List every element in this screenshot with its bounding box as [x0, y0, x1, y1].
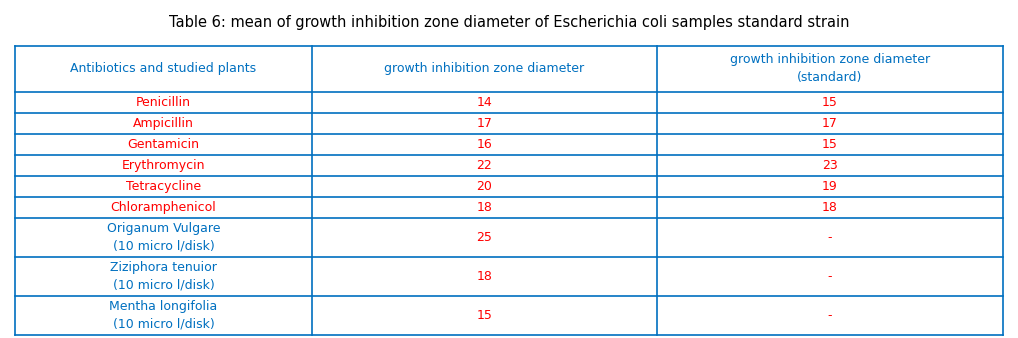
Text: 18: 18	[476, 201, 493, 214]
Text: Mentha longifolia
(10 micro l/disk): Mentha longifolia (10 micro l/disk)	[109, 300, 218, 331]
Text: Tetracycline: Tetracycline	[126, 180, 201, 193]
Text: 14: 14	[476, 96, 492, 109]
Text: 23: 23	[823, 159, 838, 172]
Text: 15: 15	[476, 309, 493, 322]
Text: 17: 17	[822, 117, 838, 130]
Text: 22: 22	[476, 159, 492, 172]
Text: 18: 18	[822, 201, 838, 214]
Text: Ziziphora tenuior
(10 micro l/disk): Ziziphora tenuior (10 micro l/disk)	[110, 261, 217, 292]
Text: Table 6: mean of growth inhibition zone diameter of Escherichia coli samples sta: Table 6: mean of growth inhibition zone …	[169, 15, 849, 30]
Text: growth inhibition zone diameter: growth inhibition zone diameter	[384, 62, 584, 75]
Text: 25: 25	[476, 231, 493, 244]
Text: Gentamicin: Gentamicin	[127, 138, 200, 151]
Text: 19: 19	[823, 180, 838, 193]
Text: 15: 15	[822, 138, 838, 151]
Text: 15: 15	[822, 96, 838, 109]
Text: Ampicillin: Ampicillin	[133, 117, 193, 130]
Text: Origanum Vulgare
(10 micro l/disk): Origanum Vulgare (10 micro l/disk)	[107, 222, 220, 253]
Text: growth inhibition zone diameter
(standard): growth inhibition zone diameter (standar…	[730, 53, 930, 84]
Text: -: -	[828, 270, 832, 283]
Text: 16: 16	[476, 138, 492, 151]
Text: 18: 18	[476, 270, 493, 283]
Text: Penicillin: Penicillin	[135, 96, 191, 109]
Text: 17: 17	[476, 117, 493, 130]
Text: Chloramphenicol: Chloramphenicol	[111, 201, 216, 214]
Text: Antibiotics and studied plants: Antibiotics and studied plants	[70, 62, 257, 75]
Text: Erythromycin: Erythromycin	[121, 159, 206, 172]
Text: 20: 20	[476, 180, 493, 193]
Text: -: -	[828, 231, 832, 244]
Text: -: -	[828, 309, 832, 322]
